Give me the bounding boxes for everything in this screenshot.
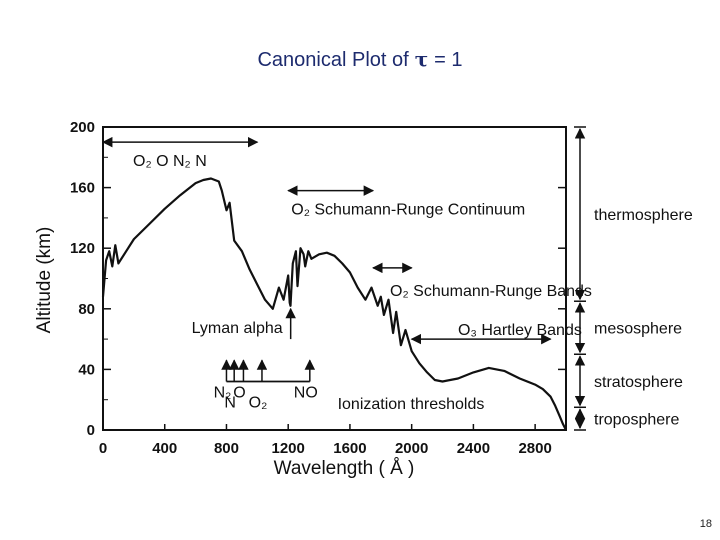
page-number: 18: [699, 518, 712, 530]
x-tick-label: 2800: [518, 440, 551, 457]
x-tick-label: 1600: [333, 440, 366, 457]
layer-label: thermosphere: [594, 207, 693, 224]
x-tick-label: 1200: [272, 440, 305, 457]
layer-label: mesosphere: [594, 321, 682, 338]
ionization-marker-label: N: [224, 395, 236, 412]
ionization-marker-label: N₂: [214, 385, 232, 402]
range-label: O₂ Schumann-Runge Continuum: [291, 202, 525, 219]
plot-frame: [102, 126, 567, 431]
y-tick-label: 160: [70, 180, 95, 197]
ionization-marker-label: O: [233, 385, 245, 402]
layer-label: stratosphere: [594, 374, 683, 391]
x-tick-label: 0: [99, 440, 107, 457]
lyman-alpha-label: Lyman alpha: [192, 320, 283, 337]
x-tick-label: 2400: [457, 440, 490, 457]
ionization-label: Ionization thresholds: [338, 396, 485, 413]
x-tick-label: 400: [152, 440, 177, 457]
title-text: Canonical Plot of: [257, 49, 409, 71]
x-tick-label: 800: [214, 440, 239, 457]
range-label: O₂ Schumann-Runge Bands: [390, 283, 592, 300]
y-axis-title: Altitude (km): [34, 227, 55, 334]
range-label: O₃ Hartley Bands: [458, 322, 582, 339]
slide-title: Canonical Plot of τ = 1: [0, 47, 720, 72]
y-tick-label: 80: [78, 301, 95, 318]
y-tick-label: 0: [87, 422, 95, 439]
range-label: O₂ O N₂ N: [133, 153, 207, 170]
layer-label: troposphere: [594, 412, 679, 429]
title-suffix: = 1: [434, 49, 463, 71]
ionization-marker-label: NO: [294, 385, 318, 402]
y-tick-label: 40: [78, 361, 95, 378]
y-tick-label: 120: [70, 240, 95, 257]
series-line-tau-1: [101, 177, 567, 431]
y-tick-label: 200: [70, 119, 95, 136]
ionization-marker-label: O₂: [249, 395, 268, 412]
tau-symbol: τ: [414, 47, 429, 71]
x-tick-label: 2000: [395, 440, 428, 457]
x-axis-title: Wavelength ( Å ): [274, 458, 415, 479]
